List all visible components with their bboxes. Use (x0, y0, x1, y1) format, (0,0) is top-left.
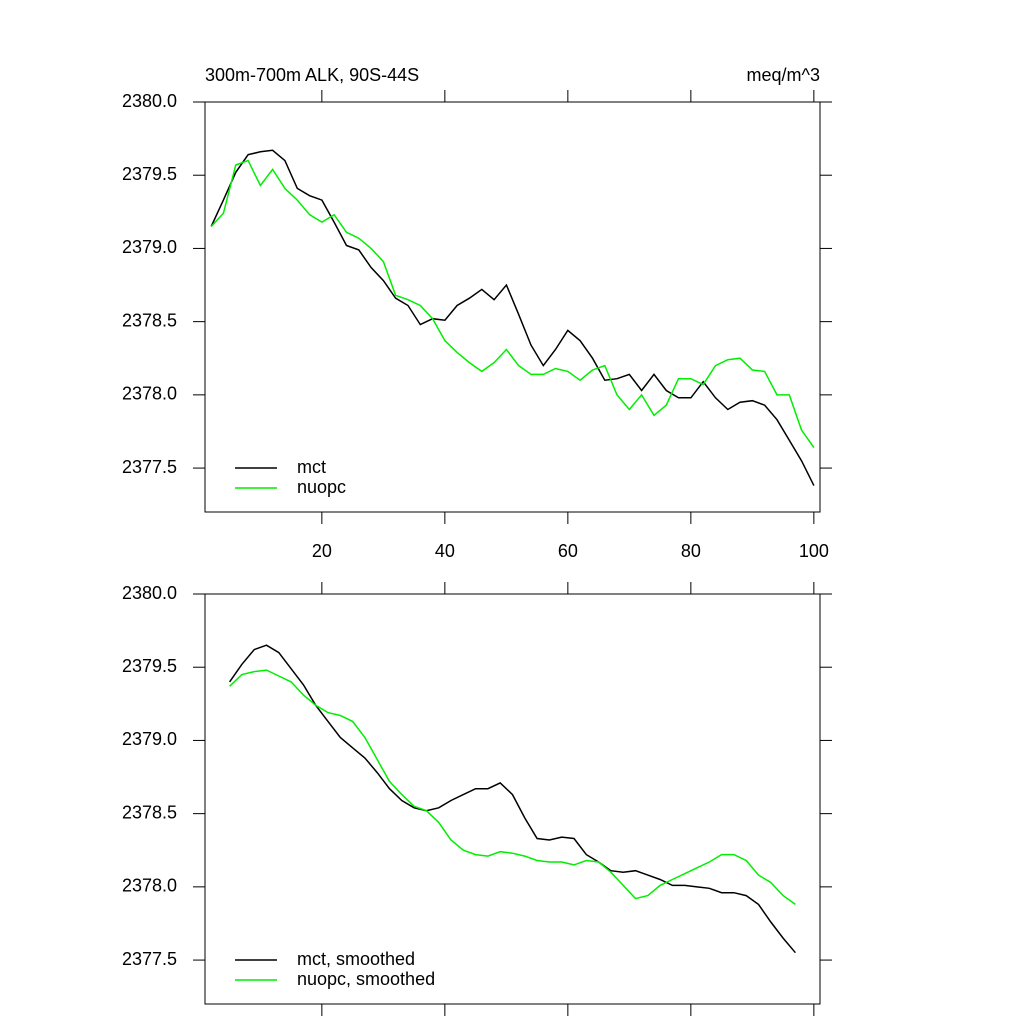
x-tick-label: 60 (558, 541, 578, 561)
y-tick-label: 2379.0 (122, 237, 177, 257)
units-label: meq/m^3 (747, 65, 820, 85)
y-tick-label: 2379.5 (122, 656, 177, 676)
y-tick-label: 2378.5 (122, 310, 177, 330)
legend-label: nuopc, smoothed (297, 969, 435, 989)
data-line (229, 669, 796, 906)
x-tick-label: 20 (312, 541, 332, 561)
data-line (210, 149, 815, 486)
chart-title: 300m-700m ALK, 90S-44S (205, 65, 419, 85)
plot-frame (204, 593, 821, 1005)
y-tick-label: 2378.5 (122, 802, 177, 822)
x-tick-label: 100 (799, 541, 829, 561)
y-tick-label: 2380.0 (122, 583, 177, 603)
y-tick-label: 2377.5 (122, 949, 177, 969)
plot-frame (204, 101, 821, 513)
legend-label: mct, smoothed (297, 949, 415, 969)
data-line (228, 644, 796, 954)
y-tick-label: 2379.0 (122, 729, 177, 749)
y-tick-label: 2378.0 (122, 384, 177, 404)
y-tick-label: 2377.5 (122, 457, 177, 477)
legend-label: nuopc (297, 477, 346, 497)
legend-label: mct (297, 457, 326, 477)
x-tick-label: 40 (435, 541, 455, 561)
data-line (210, 159, 815, 449)
y-tick-label: 2378.0 (122, 876, 177, 896)
y-tick-label: 2379.5 (122, 164, 177, 184)
y-tick-label: 2380.0 (122, 91, 177, 111)
x-tick-label: 80 (681, 541, 701, 561)
